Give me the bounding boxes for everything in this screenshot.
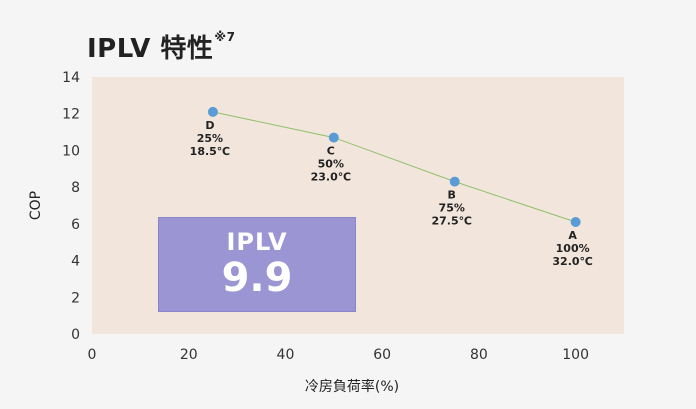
y-tick-label: 6 bbox=[71, 217, 80, 233]
y-tick-label: 14 bbox=[62, 70, 80, 86]
x-tick-label: 20 bbox=[180, 347, 198, 363]
iplv-value: 9.9 bbox=[221, 255, 293, 301]
data-point-marker bbox=[449, 176, 460, 187]
data-point-label: 50% bbox=[318, 158, 344, 171]
page-title-text: IPLV 特性 bbox=[87, 34, 214, 64]
page-title: IPLV 特性※7 bbox=[87, 28, 235, 65]
data-point-label: D bbox=[205, 119, 214, 132]
x-tick-label: 80 bbox=[470, 347, 488, 363]
y-tick-label: 2 bbox=[71, 290, 80, 306]
x-tick-label: 40 bbox=[277, 347, 295, 363]
data-point-marker bbox=[328, 132, 339, 143]
iplv-label: IPLV bbox=[226, 228, 288, 256]
data-point-label: B bbox=[448, 189, 456, 202]
x-tick-label: 60 bbox=[373, 347, 391, 363]
y-tick-label: 10 bbox=[62, 143, 80, 159]
data-point-label: 18.5℃ bbox=[190, 145, 230, 158]
data-point-label: A bbox=[568, 229, 577, 242]
y-tick-label: 4 bbox=[71, 254, 80, 270]
data-point-label: 25% bbox=[197, 132, 223, 145]
data-point-marker bbox=[207, 106, 218, 117]
data-point-label: 32.0℃ bbox=[552, 255, 592, 268]
y-tick-label: 0 bbox=[71, 327, 80, 343]
series-line bbox=[212, 111, 576, 223]
x-axis-label: 冷房負荷率(%) bbox=[305, 378, 399, 395]
y-tick-label: 12 bbox=[62, 107, 80, 123]
iplv-box: IPLV 9.9 bbox=[158, 217, 356, 312]
y-tick-label: 8 bbox=[71, 180, 80, 196]
y-axis-label: COP bbox=[28, 191, 44, 220]
title-footnote: ※7 bbox=[214, 30, 236, 44]
data-point-label: 75% bbox=[439, 202, 465, 215]
x-tick-label: 0 bbox=[88, 347, 97, 363]
x-tick-label: 100 bbox=[562, 347, 589, 363]
data-point-label: 27.5℃ bbox=[431, 215, 471, 228]
data-point-label: 100% bbox=[556, 242, 590, 255]
data-point-marker bbox=[570, 217, 581, 228]
data-point-label: 23.0℃ bbox=[311, 171, 351, 184]
data-point-label: C bbox=[327, 145, 335, 158]
